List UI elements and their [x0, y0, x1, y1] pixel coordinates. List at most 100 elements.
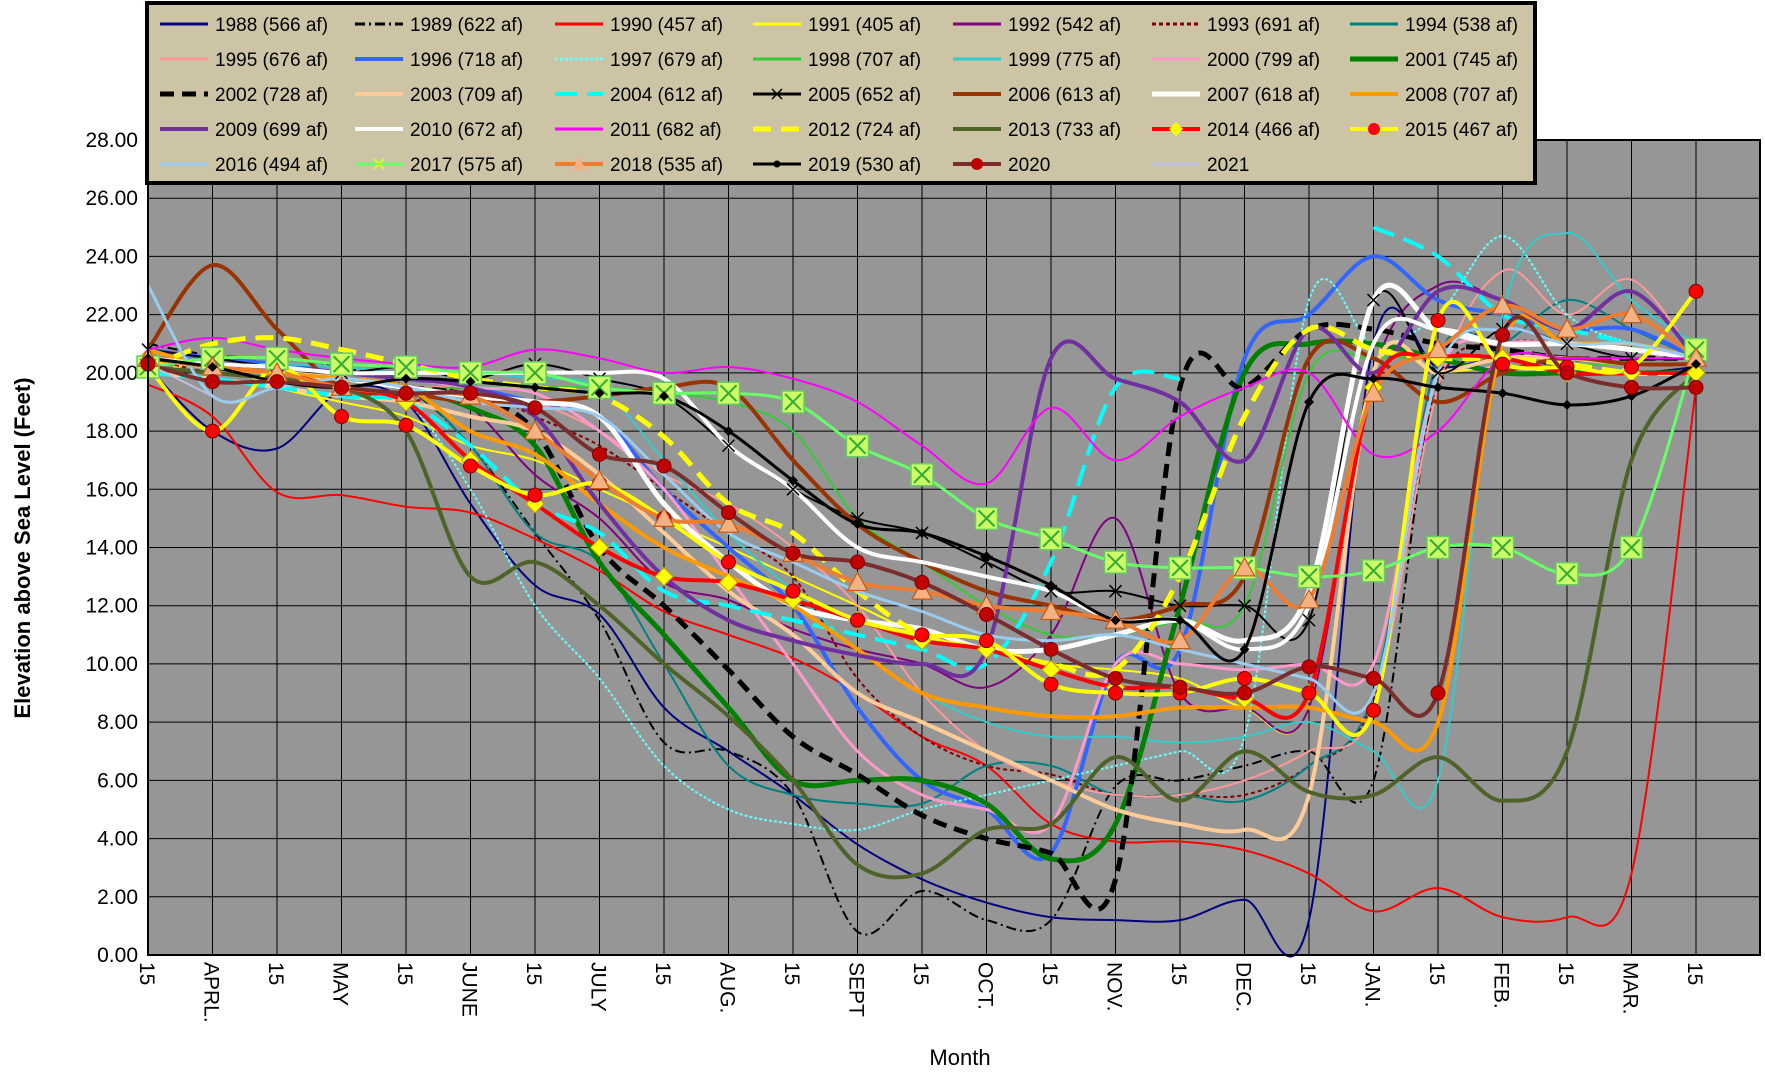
- data-point: [269, 374, 285, 390]
- data-point-cross: [1106, 553, 1125, 571]
- legend-label: 1994 (538 af): [1405, 15, 1518, 36]
- legend-item: 1996 (718 af): [355, 50, 523, 71]
- legend-label: 2016 (494 af): [215, 155, 328, 176]
- series-20: [147, 313, 1697, 753]
- x-tick-label: 15: [1425, 962, 1448, 985]
- legend-label: 2001 (745 af): [1405, 50, 1518, 71]
- data-point: [1368, 373, 1379, 384]
- data-point: [1046, 580, 1056, 591]
- data-point: [1430, 685, 1446, 701]
- data-point: [1043, 676, 1059, 692]
- legend-label: 2007 (618 af): [1207, 85, 1320, 106]
- legend-label: 2014 (466 af): [1207, 120, 1320, 141]
- x-tick-label: JAN.: [1361, 962, 1384, 1008]
- data-point-cross: [913, 466, 931, 484]
- x-tick-label: 15: [1167, 962, 1190, 985]
- data-point: [723, 426, 734, 437]
- legend: 1988 (566 af) 1989 (622 af) 1990 (457 af) 1…: [145, 1, 1537, 185]
- data-point: [979, 633, 994, 649]
- data-point: [463, 458, 478, 474]
- legend-item: 2012 (724 af): [753, 120, 921, 141]
- y-axis-ticks: 0.00 2.00 4.00 6.00 8.00 10.00 12.00 14.00 16.00…: [85, 129, 138, 967]
- data-point: [398, 417, 414, 433]
- data-point: [1110, 615, 1121, 626]
- x-tick-label: APRL.: [200, 962, 223, 1023]
- y-tick-label: 28.00: [85, 129, 138, 152]
- legend-label: 2020: [1008, 155, 1050, 176]
- data-point: [1691, 359, 1701, 370]
- data-point: [398, 385, 414, 401]
- data-point-cross: [1300, 567, 1318, 586]
- data-point: [1168, 629, 1192, 650]
- legend-item: 2001 (745 af): [1350, 50, 1518, 71]
- data-point: [1562, 399, 1572, 410]
- data-point: [850, 511, 865, 525]
- data-point: [1172, 679, 1188, 695]
- data-point: [1108, 685, 1123, 701]
- y-tick-label: 2.00: [97, 886, 138, 909]
- data-point-cross: [1558, 564, 1576, 583]
- legend-item: 2007 (618 af): [1152, 85, 1320, 106]
- data-point-cross: [1364, 562, 1383, 580]
- data-point: [1366, 670, 1381, 686]
- data-point-cross: [332, 355, 351, 373]
- data-point-cross: [1622, 538, 1641, 557]
- y-tick-label: 24.00: [85, 245, 138, 268]
- legend-item: 2011 (682 af): [555, 120, 722, 141]
- series-line: [147, 340, 1697, 842]
- data-point: [1366, 293, 1381, 307]
- legend-item: 1991 (405 af): [753, 15, 921, 36]
- x-tick-label: JULY: [587, 962, 610, 1012]
- data-point: [465, 376, 476, 387]
- data-point-cross: [1042, 530, 1060, 548]
- y-tick-label: 16.00: [85, 478, 138, 501]
- legend-label: 2004 (612 af): [610, 85, 723, 106]
- data-point: [1688, 283, 1704, 299]
- data-point: [786, 482, 800, 496]
- x-tick-label: AUG.: [716, 962, 739, 1013]
- x-tick-label: JUNE: [458, 962, 481, 1017]
- legend-label: 2006 (613 af): [1008, 85, 1121, 106]
- legend-item: 1993 (691 af): [1152, 15, 1320, 36]
- legend-item: 2010 (672 af): [355, 120, 523, 141]
- x-axis-title: Month: [929, 1045, 990, 1070]
- x-tick-label: SEPT: [845, 962, 868, 1017]
- legend-item: 2006 (613 af): [953, 85, 1121, 106]
- data-point: [530, 382, 540, 393]
- data-point: [1301, 685, 1317, 701]
- legend-label: 1996 (718 af): [410, 50, 523, 71]
- legend-label: 2018 (535 af): [610, 155, 723, 176]
- legend-label: 1997 (679 af): [610, 50, 723, 71]
- legend-label: 2000 (799 af): [1207, 50, 1320, 71]
- y-tick-label: 4.00: [97, 828, 138, 851]
- data-point: [1301, 659, 1317, 675]
- legend-item: 1990 (457 af): [555, 15, 723, 36]
- legend-marker: [373, 158, 385, 170]
- legend-item: 2003 (709 af): [355, 85, 523, 106]
- legend-item: 2018 (535 af): [555, 155, 723, 176]
- x-tick-label: FEB.: [1490, 962, 1513, 1009]
- data-point-cross: [977, 509, 996, 528]
- y-tick-label: 6.00: [97, 769, 138, 792]
- data-point: [1426, 338, 1450, 359]
- legend-label: 1995 (676 af): [215, 50, 328, 71]
- data-point: [1233, 556, 1256, 577]
- x-tick-label: MAY: [329, 962, 352, 1006]
- data-point: [717, 512, 740, 533]
- x-tick-label: 15: [1683, 962, 1706, 985]
- legend-item: 1997 (679 af): [555, 50, 723, 71]
- data-point: [1555, 317, 1579, 338]
- legend-label: 2009 (699 af): [215, 120, 328, 141]
- legend-item: 1994 (538 af): [1350, 15, 1518, 36]
- data-point: [1044, 584, 1058, 598]
- legend-label: 2003 (709 af): [410, 85, 523, 106]
- data-point: [788, 475, 798, 486]
- x-tick-label: 15: [1038, 962, 1061, 985]
- data-point-cross: [1171, 559, 1189, 577]
- legend-label: 2010 (672 af): [410, 120, 523, 141]
- legend-marker: [971, 158, 983, 170]
- data-point: [1237, 599, 1252, 613]
- data-point: [594, 388, 605, 399]
- data-point-cross: [1493, 538, 1512, 557]
- data-point: [914, 574, 930, 590]
